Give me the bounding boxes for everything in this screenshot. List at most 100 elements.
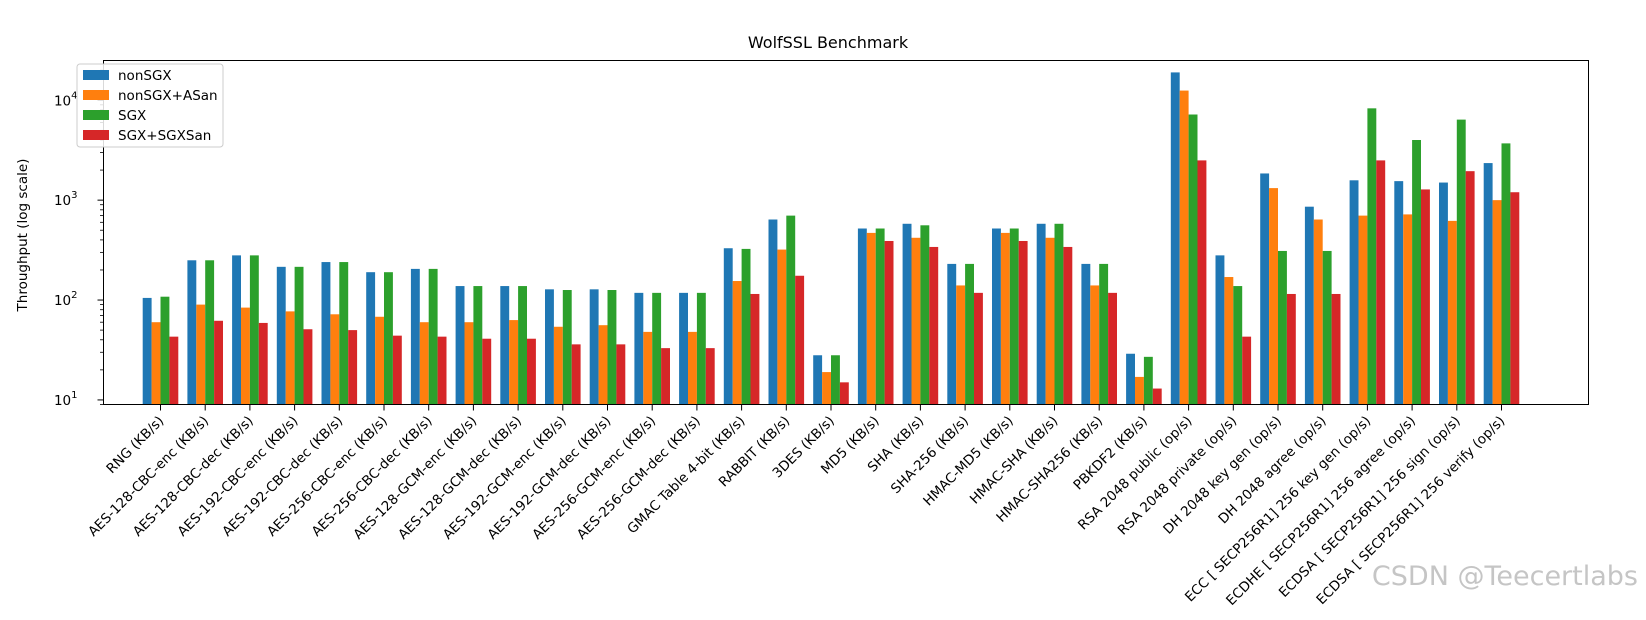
bar-sgx-27 [1367,108,1377,405]
legend-swatch-sgx-sgxsan [83,130,109,140]
bar-sgx-3 [294,266,304,405]
bar-sgx-sgxsan-20 [1063,246,1073,405]
bar-sgx-23 [1188,114,1198,405]
x-ticks: RNG (KB/s)AES-128-CBC-enc (KB/s)AES-128-… [85,404,1508,609]
bar-nonsgx-asan-11 [643,331,653,405]
bar-nonsgx-25 [1260,173,1270,405]
bar-sgx-11 [652,292,662,405]
watermark: CSDN @Teecertlabs [1371,561,1638,592]
bar-sgx-0 [160,296,170,405]
bar-nonsgx-11 [634,292,644,405]
legend-swatch-sgx [83,110,109,120]
bar-sgx-sgxsan-10 [616,344,626,405]
y-axis-label: Throughput (log scale) [15,159,31,313]
bar-nonsgx-20 [1036,223,1046,405]
bar-nonsgx-asan-28 [1403,214,1413,405]
bar-nonsgx-asan-25 [1269,188,1278,405]
bar-sgx-sgxsan-14 [795,275,805,405]
bar-sgx-2 [249,255,259,405]
bar-nonsgx-1 [187,260,197,405]
bar-sgx-sgxsan-2 [258,322,268,405]
bar-sgx-12 [696,292,706,405]
bar-sgx-sgxsan-30 [1510,192,1520,405]
bar-sgx-sgxsan-8 [527,338,536,405]
bar-nonsgx-asan-14 [777,249,787,405]
bar-sgx-sgxsan-9 [571,344,581,405]
bar-sgx-sgxsan-0 [169,336,179,405]
bar-nonsgx-asan-7 [464,322,474,405]
bar-nonsgx-asan-18 [956,285,966,405]
bar-sgx-sgxsan-4 [348,330,358,405]
bar-sgx-17 [920,225,930,405]
bar-sgx-sgxsan-21 [1108,292,1117,405]
bar-sgx-8 [518,286,527,405]
bar-sgx-14 [786,215,796,405]
legend-label: SGX+SGXSan [118,128,211,144]
plot-frame [103,60,1589,405]
bar-sgx-sgxsan-7 [482,338,492,405]
bar-sgx-4 [339,262,349,405]
bar-nonsgx-15 [813,355,823,405]
bar-nonsgx-8 [500,286,510,405]
x-tick-label: SHA-256 (KB/s) [888,413,972,497]
bar-sgx-10 [607,290,617,405]
bar-nonsgx-asan-27 [1358,215,1368,405]
bar-nonsgx-29 [1439,182,1448,405]
bar-nonsgx-12 [679,292,688,405]
bar-sgx-sgxsan-26 [1331,293,1341,405]
bar-sgx-30 [1501,143,1511,405]
y-tick-label: 104 [54,90,78,109]
bar-nonsgx-asan-24 [1224,277,1234,405]
bar-sgx-21 [1099,263,1109,405]
chart-title: WolfSSL Benchmark [748,33,909,52]
bar-nonsgx-5 [366,272,376,405]
legend: nonSGX nonSGX+ASan SGX SGX+SGXSan [76,63,224,148]
bar-nonsgx-asan-15 [822,372,831,405]
bar-nonsgx-asan-21 [1090,285,1100,405]
bar-nonsgx-26 [1304,206,1314,405]
bar-nonsgx-9 [545,289,554,405]
bar-nonsgx-22 [1126,353,1135,405]
bar-sgx-sgxsan-29 [1465,171,1475,405]
bar-nonsgx-27 [1349,180,1359,405]
bar-nonsgx-asan-16 [866,232,876,405]
bar-nonsgx-asan-13 [732,281,742,405]
bar-sgx-19 [1009,228,1019,405]
bar-sgx-sgxsan-15 [839,382,849,405]
legend-label: nonSGX [118,68,172,84]
bar-nonsgx-28 [1394,181,1404,405]
bar-nonsgx-24 [1215,255,1225,405]
bar-sgx-6 [428,268,438,405]
bar-nonsgx-asan-17 [911,237,921,405]
bar-nonsgx-asan-4 [330,314,340,405]
bar-sgx-25 [1278,250,1287,405]
bar-nonsgx-asan-9 [553,326,563,405]
bar-sgx-18 [965,263,974,405]
bar-sgx-sgxsan-27 [1376,160,1386,405]
bar-sgx-sgxsan-3 [303,329,313,405]
y-tick-label: 103 [54,190,78,209]
bar-nonsgx-asan-0 [151,322,161,405]
bar-nonsgx-asan-22 [1135,376,1144,405]
legend-box [76,63,224,148]
bar-sgx-22 [1143,356,1153,405]
legend-label: SGX [118,108,146,124]
bars-group [142,72,1520,405]
bar-nonsgx-13 [723,248,733,405]
bar-nonsgx-23 [1170,72,1180,405]
bar-sgx-sgxsan-1 [214,320,223,405]
bar-nonsgx-asan-20 [1045,237,1055,405]
bar-sgx-16 [875,228,885,405]
bar-sgx-5 [384,272,393,405]
bar-nonsgx-asan-12 [688,331,697,405]
bar-sgx-sgxsan-11 [661,348,670,405]
bar-nonsgx-asan-23 [1179,90,1189,405]
bar-nonsgx-asan-29 [1447,220,1457,405]
y-tick-label: 102 [54,290,78,309]
bar-nonsgx-asan-10 [598,325,608,405]
bar-sgx-24 [1233,286,1243,405]
bar-sgx-7 [473,286,483,405]
bar-sgx-13 [741,248,751,405]
bar-sgx-20 [1054,223,1064,405]
